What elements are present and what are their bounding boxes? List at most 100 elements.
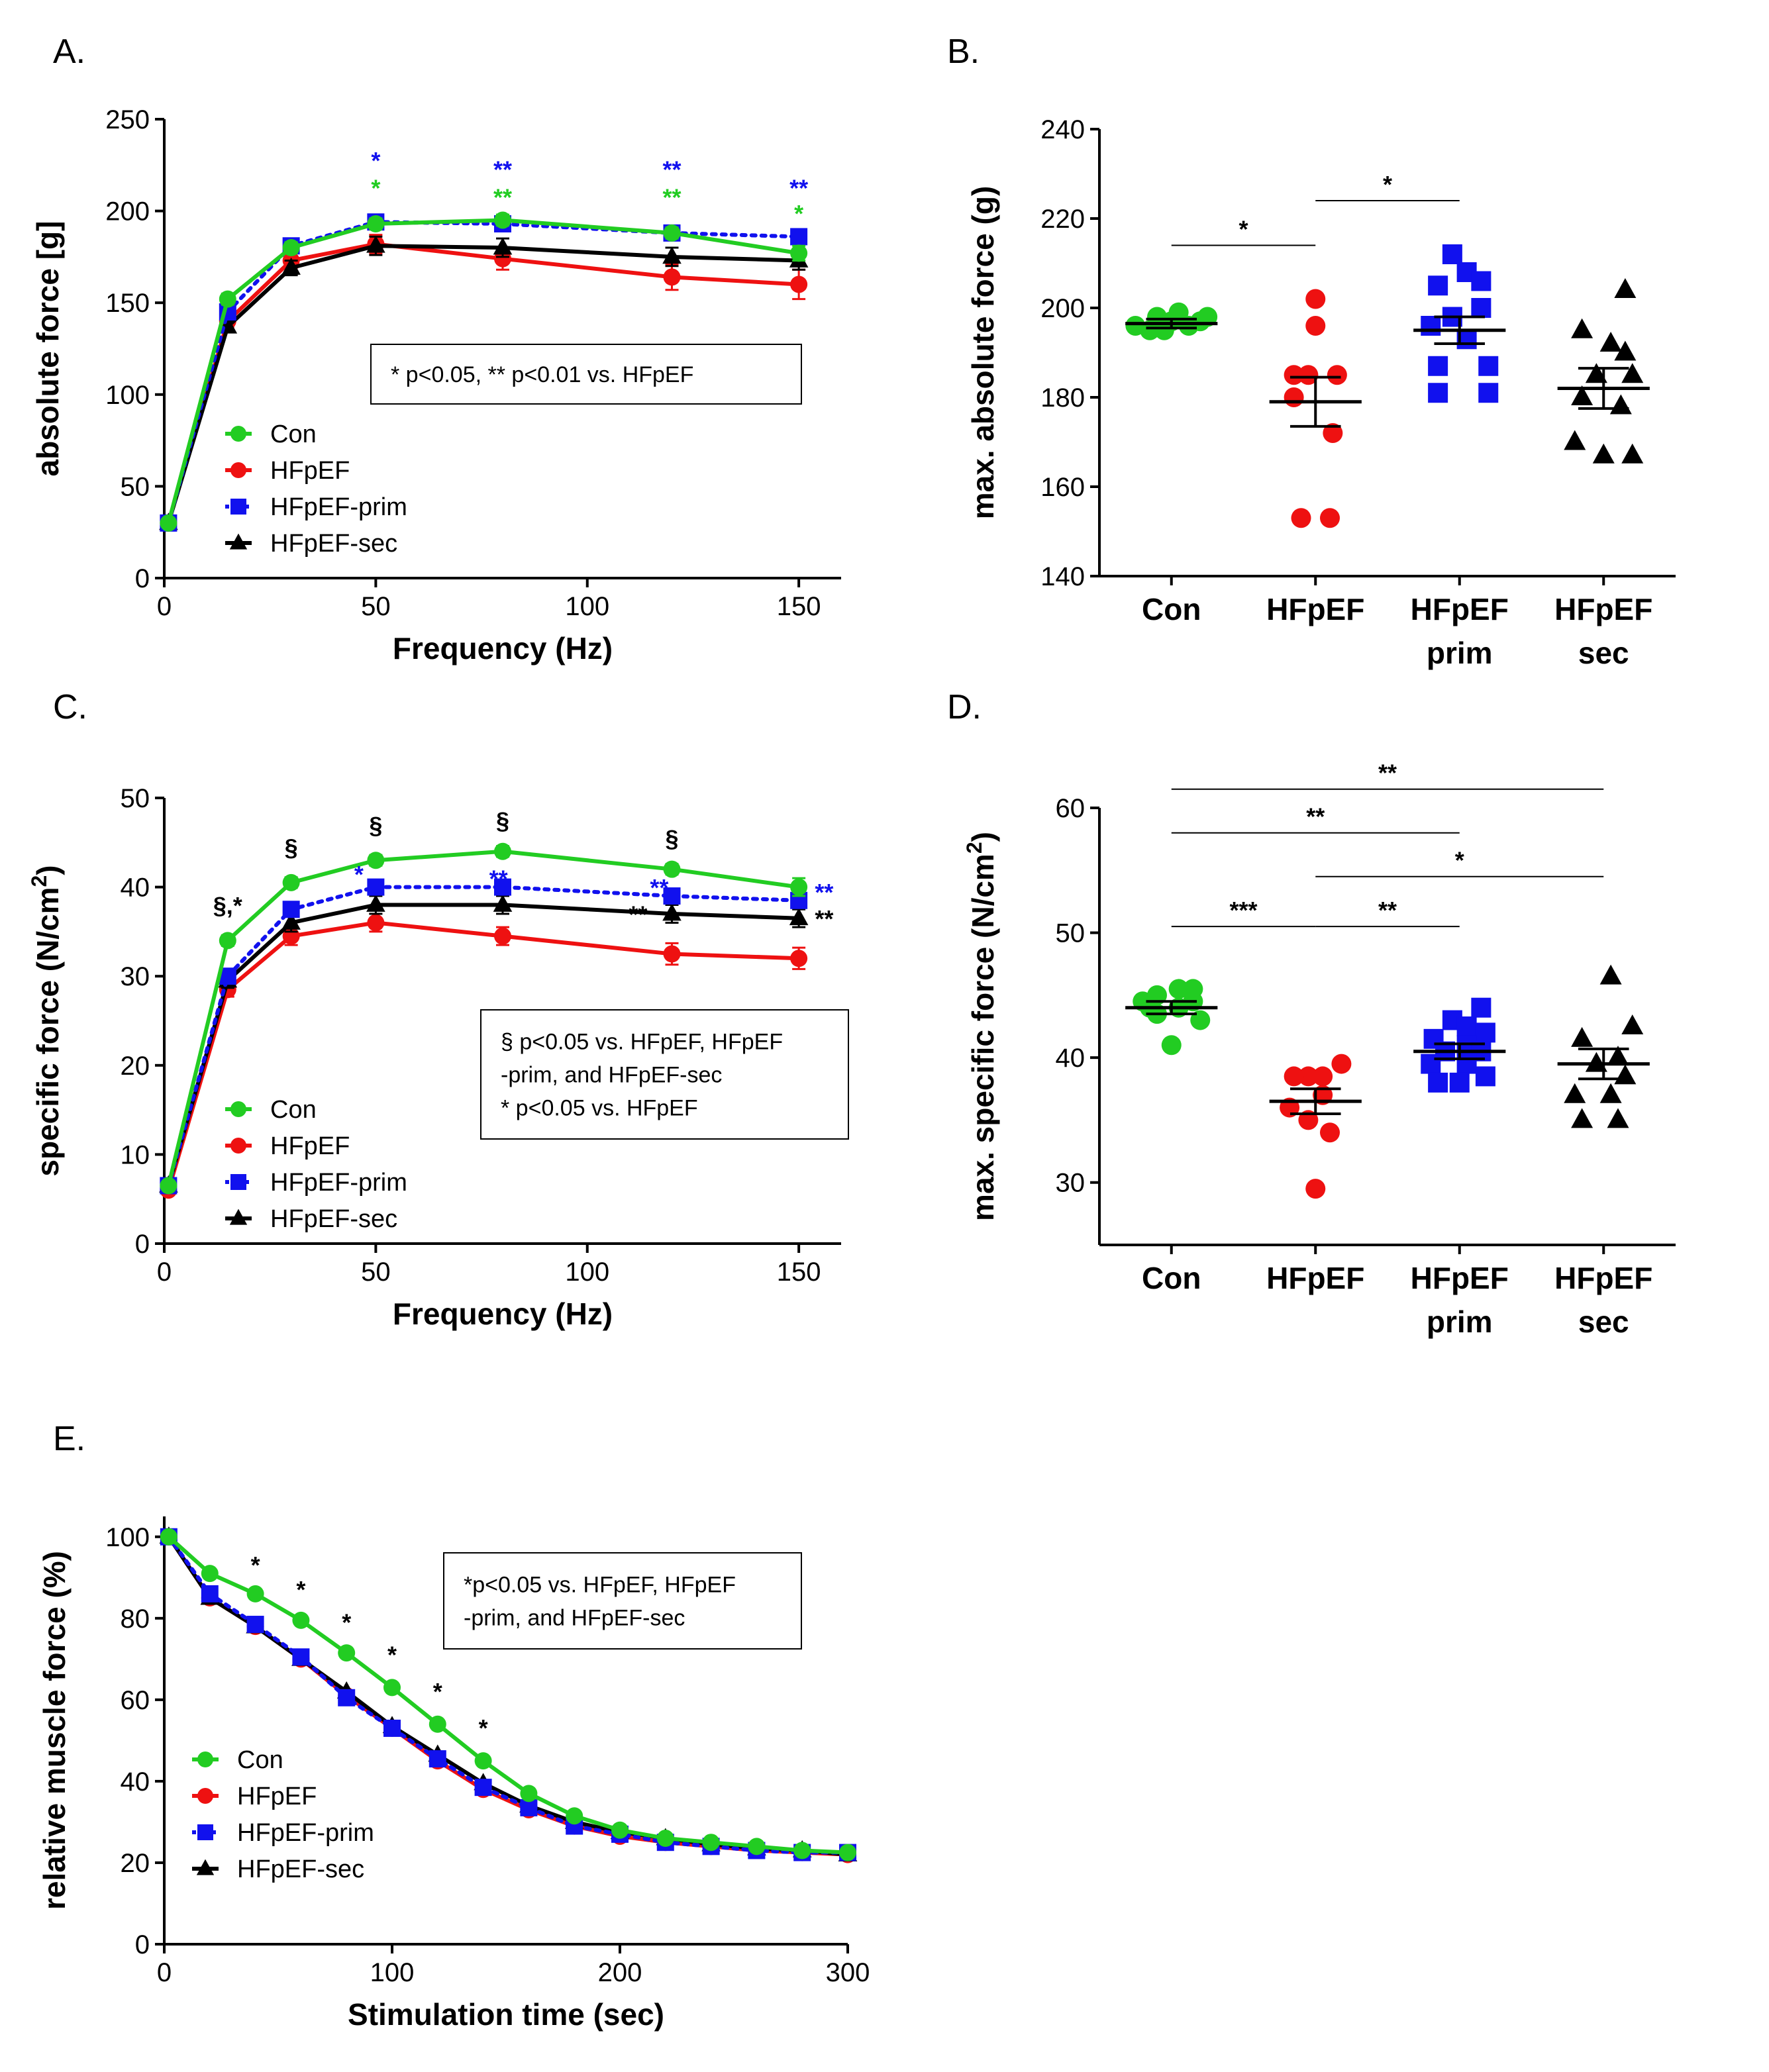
legend-label: HFpEF-prim <box>270 493 407 521</box>
legend-marker <box>197 1824 213 1840</box>
y-tick-label: 40 <box>121 1767 150 1797</box>
significance-mark: * <box>251 1552 260 1579</box>
x-axis-title: Frequency (Hz) <box>393 631 613 666</box>
legend-marker <box>196 1859 215 1875</box>
significance-mark: ** <box>650 874 668 901</box>
significance-mark: ** <box>1378 760 1397 787</box>
y-axis-title: specific force (N/cm2) <box>27 865 65 1176</box>
data-point <box>1571 318 1593 338</box>
x-tick-label: 100 <box>565 592 609 621</box>
data-point <box>219 932 236 950</box>
panel-label: C. <box>53 688 87 726</box>
y-tick-label: 30 <box>121 962 150 991</box>
data-point <box>748 1838 766 1855</box>
data-point <box>1428 383 1448 403</box>
series-line-con <box>166 1534 850 1855</box>
data-point <box>662 246 682 264</box>
data-point <box>292 1648 310 1666</box>
data-point <box>160 1528 177 1546</box>
significance-mark: * <box>354 861 364 888</box>
data-point <box>1475 1066 1495 1087</box>
significance-mark: ** <box>489 865 508 893</box>
significance-mark: * <box>1238 216 1248 243</box>
data-point <box>1284 1066 1304 1087</box>
data-point <box>1609 394 1632 415</box>
data-point <box>1614 278 1637 298</box>
data-point <box>793 1842 811 1859</box>
data-point <box>663 224 681 242</box>
stats-note-line: * p<0.05, ** p<0.01 vs. HFpEF <box>391 362 693 387</box>
legend-marker <box>197 1788 213 1804</box>
data-point <box>790 228 808 246</box>
chart-B: B. 140 160 180 200 220 240 max. absolute force … <box>947 32 1676 670</box>
data-point <box>1571 1026 1593 1047</box>
data-point <box>790 244 808 262</box>
series-con <box>160 1528 856 1861</box>
data-point <box>366 894 385 912</box>
data-point <box>1320 508 1340 528</box>
significance-mark: § <box>285 834 298 861</box>
y-tick-label: 200 <box>105 197 150 226</box>
significance-mark: § <box>369 812 382 839</box>
data-point <box>1599 1083 1622 1103</box>
x-tick-label: 100 <box>370 1958 415 1987</box>
series-con <box>160 211 808 532</box>
data-point <box>1305 289 1326 309</box>
data-point <box>1305 316 1326 336</box>
y-tick-label: 100 <box>105 381 150 410</box>
significance-mark: * <box>371 174 380 201</box>
x-tick-label: 150 <box>777 592 821 621</box>
data-point <box>566 1807 583 1825</box>
significance-mark: ** <box>629 901 647 928</box>
data-point <box>1428 1072 1448 1093</box>
panel-label: E. <box>53 1420 85 1458</box>
legend-label: Con <box>270 1096 317 1124</box>
data-point <box>1607 1046 1629 1066</box>
category-label: HFpEF <box>1411 592 1509 626</box>
x-tick-label: 100 <box>565 1258 609 1287</box>
data-point <box>1571 385 1593 405</box>
y-tick-label: 60 <box>1056 794 1086 823</box>
significance-mark: *** <box>1229 897 1257 924</box>
data-point <box>1471 298 1491 318</box>
data-point <box>367 215 385 233</box>
x-axis-title: Stimulation time (sec) <box>348 1997 664 2032</box>
group-hfpef <box>1269 289 1362 528</box>
data-point <box>367 878 385 896</box>
series-con <box>160 842 808 1195</box>
data-point <box>494 842 511 860</box>
data-point <box>338 1644 356 1662</box>
x-axis-title: Frequency (Hz) <box>393 1297 613 1331</box>
data-point <box>790 950 808 967</box>
data-point <box>1323 423 1343 443</box>
group-con <box>1125 302 1218 340</box>
category-label: sec <box>1578 1305 1629 1339</box>
y-tick-label: 200 <box>1040 294 1085 323</box>
data-point <box>1320 1122 1340 1143</box>
legend-label: HFpEF-prim <box>237 1819 374 1847</box>
category-label: HFpEF <box>1554 592 1652 626</box>
significance-mark: * <box>387 1641 397 1668</box>
legend-marker <box>230 462 246 478</box>
significance-mark: * <box>342 1608 351 1636</box>
x-tick-label: 0 <box>157 1258 172 1287</box>
legend-label: HFpEF-prim <box>270 1169 407 1197</box>
data-point <box>1291 508 1311 528</box>
y-tick-label: 0 <box>135 1930 150 1959</box>
significance-mark: ** <box>789 174 808 201</box>
data-point <box>1599 332 1622 352</box>
data-point <box>1599 964 1622 985</box>
data-point <box>611 1821 629 1839</box>
data-point <box>494 927 511 945</box>
y-axis-title: absolute force [g] <box>30 221 65 477</box>
stats-note-line: *p<0.05 vs. HFpEF, HFpEF <box>464 1573 736 1598</box>
y-axis-title: max. specific force (N/cm2) <box>962 832 1000 1221</box>
data-point <box>474 1779 492 1797</box>
data-point <box>292 1611 310 1629</box>
data-point <box>1284 365 1304 385</box>
legend-marker <box>230 1174 246 1190</box>
group-hfpef-sec <box>1557 278 1650 464</box>
data-point <box>1621 1014 1644 1034</box>
x-tick-label: 0 <box>157 1958 172 1987</box>
y-tick-label: 0 <box>135 564 150 593</box>
